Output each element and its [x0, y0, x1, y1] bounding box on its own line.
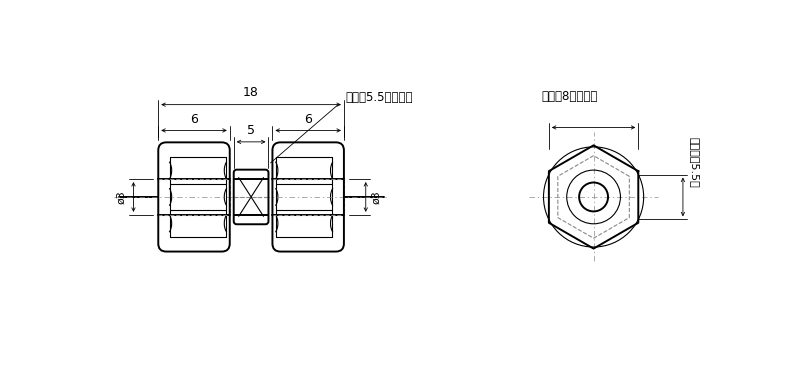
- Text: 二面川5.5（六角）: 二面川5.5（六角）: [346, 91, 413, 104]
- Text: 18: 18: [243, 86, 259, 99]
- Text: ø3: ø3: [372, 190, 382, 204]
- Text: 5: 5: [247, 124, 255, 137]
- Text: 6: 6: [304, 113, 312, 126]
- Text: 6: 6: [190, 113, 198, 126]
- Text: 二面川8（六角）: 二面川8（六角）: [541, 90, 598, 103]
- Text: ø3: ø3: [117, 190, 126, 204]
- Text: （二面川5.5）: （二面川5.5）: [690, 137, 700, 188]
